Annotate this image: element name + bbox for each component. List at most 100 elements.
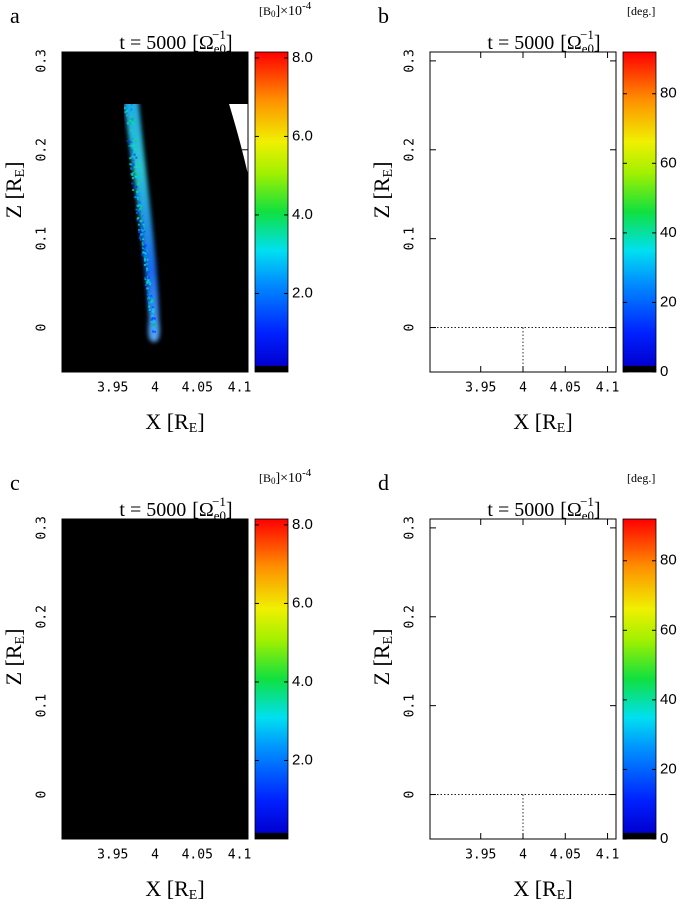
colorbar-label-main: [B bbox=[259, 471, 271, 485]
texture bbox=[137, 216, 140, 219]
texture bbox=[141, 225, 144, 228]
texture bbox=[152, 317, 155, 320]
x-tick-label: 4.1 bbox=[596, 381, 619, 396]
texture bbox=[131, 116, 134, 119]
texture bbox=[151, 306, 154, 309]
texture bbox=[153, 324, 156, 327]
y-axis-label: Z [RE] bbox=[369, 629, 396, 686]
texture bbox=[129, 129, 132, 132]
texture bbox=[131, 137, 134, 140]
texture bbox=[132, 171, 135, 174]
texture bbox=[151, 330, 154, 333]
colorbar-label-main: [deg.] bbox=[627, 471, 655, 485]
texture bbox=[137, 209, 140, 212]
texture bbox=[130, 141, 133, 144]
colorbar-label-main: [B bbox=[259, 4, 271, 18]
x-tick-label: 4.05 bbox=[550, 848, 581, 863]
texture bbox=[132, 135, 135, 138]
y-label-close: ] bbox=[369, 162, 394, 169]
x-tick-label: 4.1 bbox=[596, 848, 619, 863]
colorbar-tick-label: 60 bbox=[660, 154, 677, 171]
texture bbox=[131, 145, 134, 148]
title-close: ] bbox=[226, 32, 233, 54]
colorbar bbox=[622, 518, 657, 840]
texture bbox=[142, 221, 145, 224]
texture bbox=[129, 140, 132, 143]
x-tick-label: 4.05 bbox=[182, 848, 213, 863]
texture bbox=[138, 231, 141, 234]
texture bbox=[136, 219, 139, 222]
texture bbox=[140, 228, 143, 231]
texture bbox=[130, 144, 133, 147]
y-tick-label: 0.3 bbox=[403, 49, 418, 72]
texture bbox=[153, 317, 156, 320]
texture bbox=[130, 151, 133, 154]
texture bbox=[144, 250, 147, 253]
texture bbox=[147, 293, 150, 296]
y-axis-label: Z [RE] bbox=[369, 162, 396, 219]
texture bbox=[138, 192, 141, 195]
texture bbox=[134, 170, 137, 173]
texture bbox=[153, 330, 156, 333]
texture bbox=[139, 210, 142, 213]
texture bbox=[151, 295, 154, 298]
texture bbox=[141, 226, 144, 229]
texture bbox=[130, 163, 133, 166]
texture bbox=[136, 193, 139, 196]
texture bbox=[143, 254, 146, 257]
colorbar-tick-label: 40 bbox=[660, 691, 677, 708]
x-label-close: ] bbox=[565, 409, 572, 434]
texture bbox=[146, 263, 149, 266]
texture bbox=[142, 238, 145, 241]
texture bbox=[130, 108, 133, 111]
texture bbox=[126, 114, 129, 117]
panel-label: a bbox=[10, 3, 20, 28]
x-tick-label: 4.05 bbox=[550, 381, 581, 396]
texture bbox=[132, 118, 135, 121]
texture bbox=[134, 196, 137, 199]
colorbar-tick-label: 8.0 bbox=[292, 516, 313, 533]
texture bbox=[128, 145, 131, 148]
texture bbox=[139, 238, 142, 241]
texture bbox=[129, 157, 132, 160]
colorbar-tick-label: 80 bbox=[660, 85, 677, 102]
colorbar-label-sup: -4 bbox=[302, 467, 312, 479]
colorbar-tick-label: 80 bbox=[660, 552, 677, 569]
texture bbox=[148, 281, 151, 284]
texture bbox=[135, 208, 138, 211]
texture bbox=[144, 276, 147, 279]
texture bbox=[134, 147, 137, 150]
texture bbox=[152, 308, 155, 311]
y-tick-label: 0.2 bbox=[35, 138, 50, 161]
texture bbox=[147, 290, 150, 293]
texture bbox=[143, 230, 146, 233]
title-text: t = 5000 bbox=[487, 32, 554, 54]
panel-label: b bbox=[378, 3, 389, 28]
title-sup: −1 bbox=[212, 27, 226, 42]
y-tick-label: 0.1 bbox=[35, 227, 50, 250]
texture bbox=[149, 283, 152, 286]
texture bbox=[129, 163, 132, 166]
colorbar bbox=[254, 51, 289, 373]
y-tick-label: 0 bbox=[35, 791, 50, 799]
texture bbox=[148, 300, 151, 303]
texture bbox=[143, 257, 146, 260]
panel: bt = 5000 [Ωe0−1]3.95 4 4.05 4.100.10.20.3X … bbox=[369, 3, 677, 436]
title-unit: [Ω bbox=[192, 32, 214, 54]
x-tick-label: 4.1 bbox=[228, 381, 251, 396]
y-tick-label: 0 bbox=[403, 791, 418, 799]
texture bbox=[148, 302, 151, 305]
texture bbox=[146, 282, 149, 285]
texture bbox=[153, 321, 156, 324]
texture bbox=[130, 118, 133, 121]
texture bbox=[132, 159, 135, 162]
texture bbox=[142, 245, 145, 248]
title-close: ] bbox=[594, 499, 601, 521]
texture bbox=[147, 276, 150, 279]
x-tick-label: 4 bbox=[151, 381, 159, 396]
texture bbox=[138, 201, 141, 204]
texture bbox=[144, 259, 147, 262]
title-text: t = 5000 bbox=[487, 499, 554, 521]
colorbar-tick-label: 4.0 bbox=[292, 673, 313, 690]
plot-background bbox=[430, 519, 616, 839]
